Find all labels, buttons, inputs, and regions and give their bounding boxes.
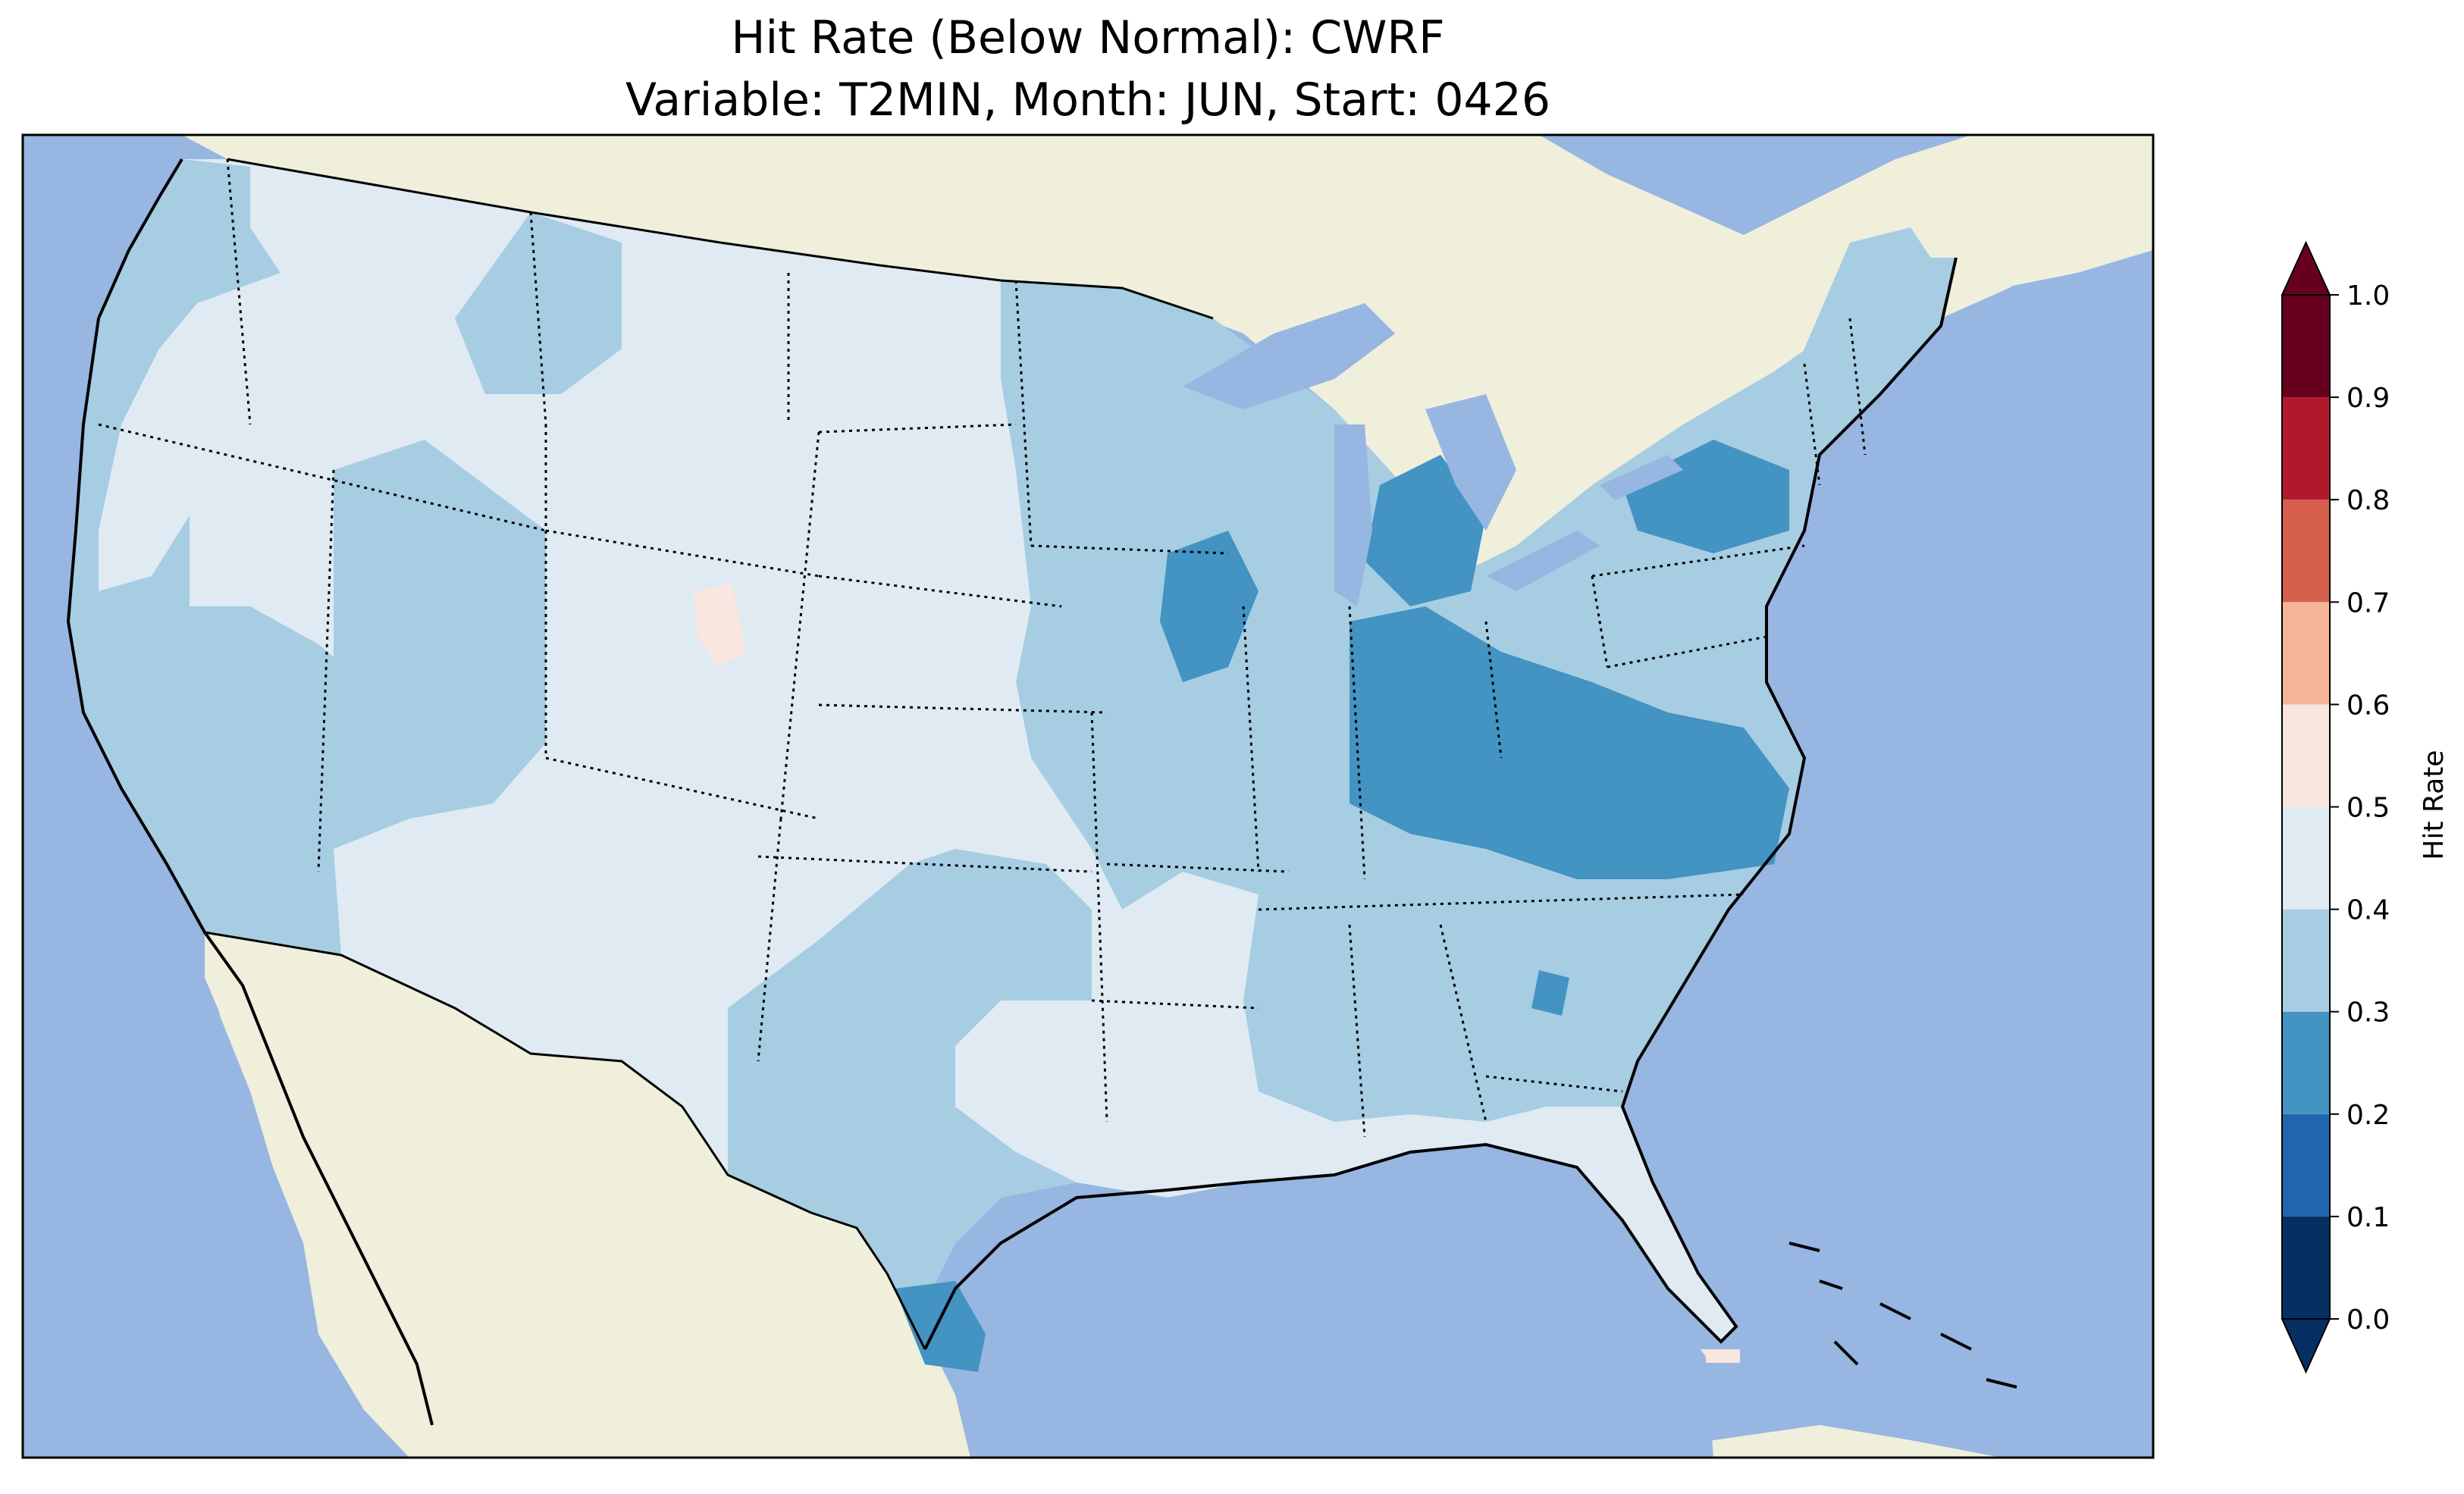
lake-erie bbox=[1486, 531, 1600, 591]
region-wisconsin bbox=[1160, 531, 1259, 682]
colorbar: 0.0 0.1 0.2 0.3 0.4 0.5 0.6 0.7 0.8 0.9 1.0 Hit Ra… bbox=[2281, 240, 2450, 1374]
colorbar-tick-label: 1.0 bbox=[2346, 280, 2390, 312]
colorbar-tick-label: 0.7 bbox=[2346, 587, 2390, 619]
colorbar-bin bbox=[2282, 500, 2330, 603]
canada-land bbox=[182, 135, 2153, 576]
region-michigan bbox=[1365, 455, 1486, 606]
colorbar-ticks: 0.0 0.1 0.2 0.3 0.4 0.5 0.6 0.7 0.8 0.9 1.0 bbox=[2330, 280, 2390, 1336]
chart-title-line1: Hit Rate (Below Normal): CWRF bbox=[731, 11, 1444, 64]
gulf-of-mexico bbox=[986, 1167, 1713, 1458]
state-boundaries bbox=[98, 158, 1867, 1138]
colorbar-tick-label: 0.4 bbox=[2346, 895, 2390, 926]
region-nevada-utah bbox=[334, 440, 546, 819]
colorbar-label: Hit Rate bbox=[2419, 750, 2450, 860]
chart-title-line2: Variable: T2MIN, Month: JUN, Start: 0426 bbox=[625, 74, 1550, 127]
lake-ontario bbox=[1600, 455, 1683, 500]
colorbar-over-triangle bbox=[2281, 240, 2331, 296]
region-ohio-valley bbox=[1350, 606, 1789, 879]
cuba-land bbox=[1668, 1425, 2002, 1458]
map-panel bbox=[23, 135, 2153, 1458]
colorbar-tick-label: 0.5 bbox=[2346, 793, 2390, 824]
colorbar-tick-label: 0.6 bbox=[2346, 690, 2390, 721]
colorbar-under-triangle bbox=[2281, 1318, 2331, 1374]
colorbar-tick-label: 0.0 bbox=[2346, 1305, 2390, 1336]
colorbar-bin bbox=[2282, 704, 2330, 807]
nova-scotia-land bbox=[1956, 205, 2153, 288]
colorbar-bin bbox=[2282, 295, 2330, 398]
colorbar-bin bbox=[2282, 1216, 2330, 1319]
colorbar-bin bbox=[2282, 807, 2330, 910]
colorbar-tick-label: 0.9 bbox=[2346, 383, 2390, 414]
region-south-texas bbox=[895, 1281, 986, 1372]
colorbar-bin bbox=[2282, 602, 2330, 705]
coastlines bbox=[66, 158, 1958, 1426]
colorbar-bins bbox=[2282, 295, 2330, 1319]
colorbar-bin bbox=[2282, 397, 2330, 500]
lake-michigan bbox=[1334, 424, 1372, 606]
national-borders bbox=[204, 158, 1214, 1350]
lake-huron bbox=[1425, 394, 1516, 531]
region-texas bbox=[728, 849, 1092, 1349]
region-colorado-spot bbox=[694, 584, 747, 667]
region-georgia-spot bbox=[1531, 970, 1569, 1016]
colorbar-bin bbox=[2282, 1011, 2330, 1114]
colorbar-bin bbox=[2282, 1113, 2330, 1217]
lake-superior bbox=[1183, 303, 1395, 409]
colorbar-tick-label: 0.1 bbox=[2346, 1202, 2390, 1233]
islands bbox=[1788, 1242, 2017, 1389]
colorbar-tick-label: 0.3 bbox=[2346, 998, 2390, 1029]
colorbar-tick-label: 0.2 bbox=[2346, 1100, 2390, 1131]
region-new-england bbox=[1774, 227, 1941, 485]
colorbar-bin bbox=[2282, 909, 2330, 1012]
map-frame bbox=[21, 133, 2155, 1459]
colorbar-tick-label: 0.8 bbox=[2346, 485, 2390, 516]
baja-land bbox=[205, 932, 432, 1425]
